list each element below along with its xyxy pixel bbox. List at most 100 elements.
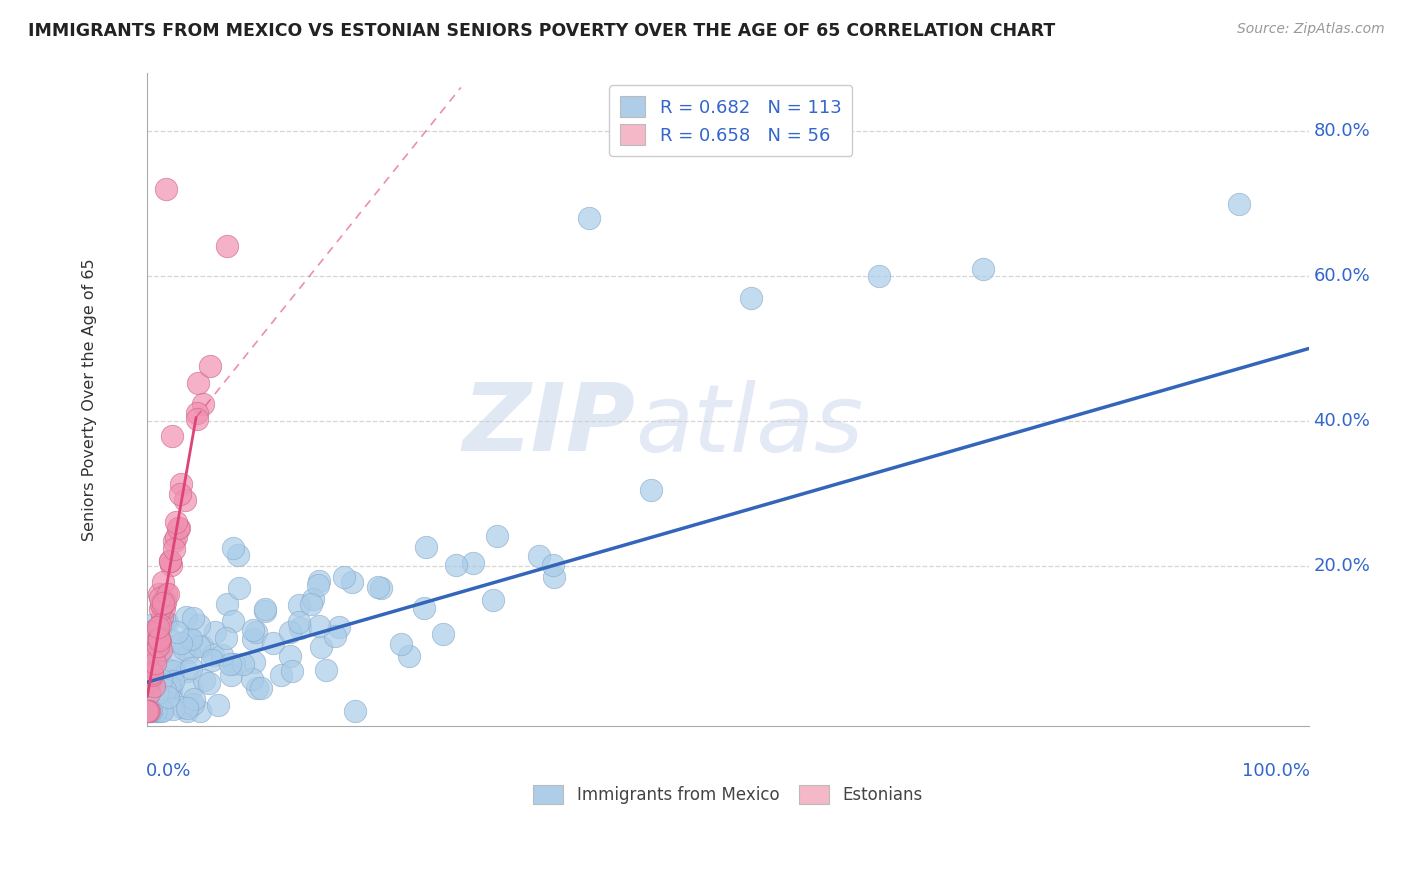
Point <box>191 640 214 654</box>
Point <box>146 623 169 637</box>
Point <box>150 642 173 657</box>
Point <box>146 640 169 654</box>
Point <box>163 534 186 549</box>
Point <box>218 657 240 671</box>
Point <box>174 492 197 507</box>
Point <box>249 681 271 695</box>
Point <box>412 600 434 615</box>
Point <box>226 548 249 562</box>
Point <box>246 681 269 696</box>
Point <box>215 597 238 611</box>
Point <box>152 596 174 610</box>
Point <box>146 629 169 643</box>
Point <box>332 570 354 584</box>
Point <box>198 359 221 373</box>
Point <box>176 665 198 679</box>
Point <box>481 592 503 607</box>
Point <box>152 703 174 717</box>
Point <box>444 558 467 573</box>
Point <box>183 691 205 706</box>
Point <box>148 632 170 647</box>
Point <box>139 704 162 718</box>
Point <box>165 531 187 545</box>
Point <box>146 648 169 662</box>
Point <box>159 684 181 698</box>
Point <box>308 574 330 588</box>
Point <box>148 704 170 718</box>
Point <box>299 597 322 611</box>
Point <box>160 633 183 648</box>
Point <box>288 598 311 612</box>
Point <box>367 580 389 594</box>
Point <box>138 704 160 718</box>
Point <box>328 620 350 634</box>
Point <box>288 615 311 629</box>
Point <box>170 476 193 491</box>
Point <box>245 624 267 639</box>
Point <box>153 601 176 615</box>
Point <box>186 412 208 426</box>
Point <box>136 704 159 718</box>
Point <box>149 635 172 649</box>
Point <box>167 521 190 535</box>
Point <box>141 618 163 632</box>
Point <box>179 645 201 659</box>
Point <box>188 704 211 718</box>
Point <box>972 261 994 276</box>
Text: 0.0%: 0.0% <box>146 762 191 780</box>
Point <box>145 626 167 640</box>
Point <box>150 618 173 632</box>
Point <box>278 648 301 663</box>
Point <box>461 556 484 570</box>
Point <box>215 631 238 645</box>
Point <box>148 619 170 633</box>
Point <box>527 549 550 563</box>
Point <box>142 673 165 688</box>
Point <box>142 689 165 703</box>
Point <box>149 673 172 687</box>
Point <box>155 587 177 601</box>
Point <box>176 700 198 714</box>
Point <box>143 651 166 665</box>
Point <box>153 595 176 609</box>
Point <box>398 648 420 663</box>
Point <box>143 685 166 699</box>
Point <box>432 626 454 640</box>
Point <box>186 376 208 391</box>
Point <box>149 597 172 611</box>
Point <box>193 673 215 687</box>
Point <box>159 554 181 568</box>
Point <box>543 570 565 584</box>
Text: Seniors Poverty Over the Age of 65: Seniors Poverty Over the Age of 65 <box>82 258 97 541</box>
Point <box>148 640 170 654</box>
Text: 60.0%: 60.0% <box>1313 267 1369 285</box>
Point <box>138 624 160 638</box>
Point <box>186 406 208 420</box>
Point <box>204 624 226 639</box>
Point <box>219 668 242 682</box>
Point <box>174 609 197 624</box>
Point <box>207 698 229 712</box>
Point <box>180 661 202 675</box>
Point <box>136 650 159 665</box>
Point <box>201 653 224 667</box>
Point <box>149 591 172 605</box>
Point <box>868 268 890 283</box>
Point <box>309 640 332 654</box>
Point <box>136 704 159 718</box>
Point <box>578 211 600 225</box>
Text: 100.0%: 100.0% <box>1241 762 1310 780</box>
Point <box>166 624 188 639</box>
Point <box>153 683 176 698</box>
Point <box>215 239 238 253</box>
Point <box>141 625 163 640</box>
Text: atlas: atlas <box>636 380 863 471</box>
Point <box>143 628 166 642</box>
Point <box>150 599 173 614</box>
Point <box>485 528 508 542</box>
Point <box>290 621 312 635</box>
Text: Source: ZipAtlas.com: Source: ZipAtlas.com <box>1237 22 1385 37</box>
Point <box>163 541 186 556</box>
Point <box>173 642 195 657</box>
Point <box>302 592 325 607</box>
